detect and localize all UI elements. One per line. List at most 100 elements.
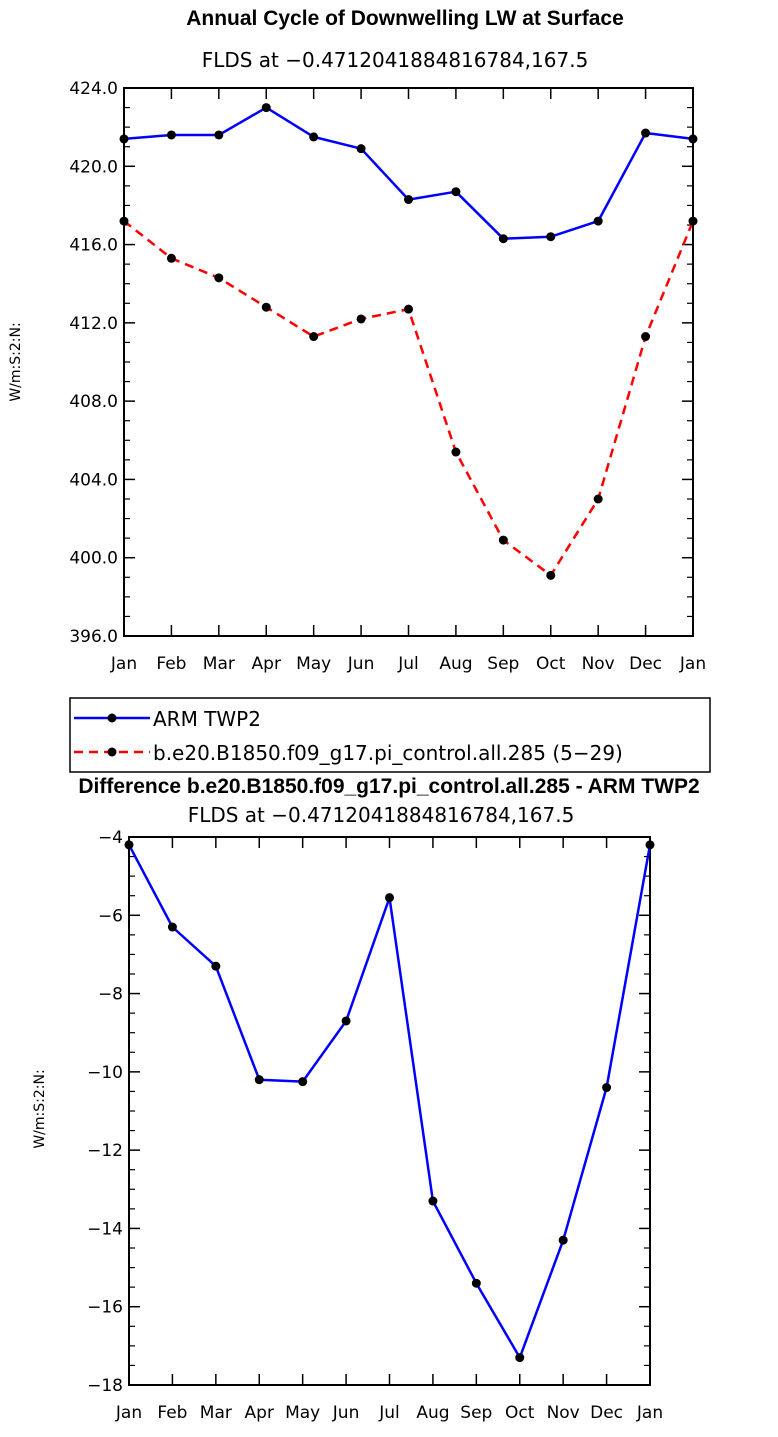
legend-marker-arm <box>107 713 117 723</box>
top-data-point <box>451 447 461 457</box>
bottom-y-tick-label: −8 <box>98 985 123 1005</box>
top-data-point <box>119 216 129 226</box>
bottom-y-tick-label: −6 <box>98 906 123 926</box>
bottom-y-ticks: −18 −16 −14 −12 −10 −8 −6 −4 <box>87 828 650 1396</box>
bottom-chart-subtitle: FLDS at −0.4712041884816784,167.5 <box>188 803 575 827</box>
bottom-x-tick-label: Mar <box>200 1403 232 1423</box>
top-y-tick-label: 400.0 <box>69 549 118 569</box>
top-plot-frame <box>123 87 694 637</box>
bottom-data-point <box>298 1077 308 1087</box>
top-data-point <box>451 187 461 197</box>
top-y-tick-label: 420.0 <box>69 157 118 177</box>
legend-marker-model <box>107 747 117 757</box>
top-x-tick-label: Oct <box>536 654 566 674</box>
bottom-x-tick-label: Jan <box>115 1403 142 1423</box>
bottom-y-tick-label: −4 <box>98 828 123 848</box>
bottom-x-tick-label: Jan <box>636 1403 663 1423</box>
top-data-point <box>404 304 413 314</box>
bottom-data-point <box>602 1083 612 1093</box>
top-chart-title: Annual Cycle of Downwelling LW at Surfac… <box>186 7 624 30</box>
top-data-point <box>166 130 176 140</box>
bottom-x-tick-label: Oct <box>505 1403 535 1423</box>
top-y-tick-label: 412.0 <box>69 314 118 334</box>
top-series-line-1 <box>123 220 695 577</box>
legend-box <box>69 697 711 773</box>
bottom-x-ticks: Jan Feb Mar Apr May Jun Jul Aug Sep Oct Nov Dec Jan <box>115 837 663 1423</box>
top-x-tick-label: May <box>296 654 331 674</box>
top-y-tick-label: 416.0 <box>69 236 118 256</box>
bottom-x-tick-label: Aug <box>416 1403 449 1423</box>
bottom-x-tick-label: Feb <box>157 1403 187 1423</box>
top-data-point <box>214 273 224 283</box>
bottom-data-point <box>515 1353 525 1363</box>
top-data-point <box>688 134 698 144</box>
top-chart: Annual Cycle of Downwelling LW at Surfac… <box>8 7 706 674</box>
bottom-data-point <box>645 840 655 850</box>
top-y-ticks: 396.0 400.0 404.0 408.0 412.0 416.0 420.0 424.0 <box>69 79 693 647</box>
top-x-tick-label: Jun <box>347 654 375 674</box>
top-x-tick-label: Jul <box>397 654 419 674</box>
bottom-data-point <box>471 1278 481 1288</box>
bottom-data-point <box>254 1075 264 1085</box>
bottom-data-point <box>428 1196 438 1206</box>
bottom-x-tick-label: Apr <box>245 1403 274 1423</box>
top-data-point <box>214 130 224 140</box>
legend-label-model: b.e20.B1850.f09_g17.pi_control.all.285 (… <box>153 741 623 765</box>
top-series-line-0 <box>123 106 694 240</box>
bottom-series-layer <box>124 840 655 1363</box>
bottom-x-tick-label: Dec <box>590 1403 623 1423</box>
bottom-y-tick-label: −10 <box>87 1063 123 1083</box>
top-y-tick-label: 404.0 <box>69 470 118 490</box>
top-data-point <box>546 570 556 580</box>
top-x-tick-label: Nov <box>582 654 615 674</box>
top-x-tick-label: Apr <box>252 654 281 674</box>
top-data-point <box>356 144 366 154</box>
top-data-point <box>309 332 319 342</box>
bottom-data-point <box>124 840 134 850</box>
bottom-y-tick-label: −16 <box>87 1298 123 1318</box>
bottom-chart-title: Difference b.e20.B1850.f09_g17.pi_contro… <box>78 775 699 798</box>
top-data-point <box>498 234 508 244</box>
top-data-point <box>593 216 603 226</box>
top-x-tick-label: Jan <box>679 654 706 674</box>
bottom-x-tick-label: Nov <box>547 1403 580 1423</box>
top-y-tick-label: 408.0 <box>69 392 118 412</box>
top-data-point <box>261 302 271 312</box>
top-data-point <box>309 132 319 142</box>
top-x-tick-label: Aug <box>439 654 472 674</box>
top-data-point <box>166 253 176 263</box>
bottom-x-tick-label: May <box>285 1403 320 1423</box>
bottom-chart: Difference b.e20.B1850.f09_g17.pi_contro… <box>32 775 700 1423</box>
bottom-data-point <box>341 1016 351 1026</box>
bottom-data-point <box>167 922 177 932</box>
bottom-data-point <box>211 961 221 971</box>
top-data-point <box>119 134 129 144</box>
bottom-data-point <box>558 1235 568 1245</box>
bottom-x-tick-label: Jun <box>332 1403 360 1423</box>
top-x-tick-label: Mar <box>203 654 235 674</box>
top-data-point <box>498 535 508 545</box>
top-data-point <box>593 494 603 504</box>
top-x-ticks: Jan Feb Mar Apr May Jun Jul Aug Sep Oct Nov Dec Jan <box>110 88 706 674</box>
top-y-tick-label: 396.0 <box>69 627 118 647</box>
legend: ARM TWP2 b.e20.B1850.f09_g17.pi_control.… <box>69 697 711 773</box>
bottom-y-axis-label: W/m:S:2:N: <box>32 1069 48 1148</box>
top-data-point <box>641 332 651 342</box>
top-x-tick-label: Sep <box>487 654 519 674</box>
top-y-tick-label: 424.0 <box>69 79 118 99</box>
top-chart-subtitle: FLDS at −0.4712041884816784,167.5 <box>202 48 589 72</box>
bottom-x-tick-label: Sep <box>460 1403 492 1423</box>
bottom-plot-frame <box>128 836 651 1386</box>
top-series-layer <box>119 103 698 580</box>
top-data-point <box>641 128 651 138</box>
top-x-tick-label: Feb <box>156 654 186 674</box>
top-y-axis-label: W/m:S:2:N: <box>8 322 24 401</box>
bottom-series-line-0 <box>127 844 652 1359</box>
top-data-point <box>261 103 271 113</box>
bottom-data-point <box>385 893 394 903</box>
top-data-point <box>546 232 556 242</box>
top-data-point <box>404 195 413 205</box>
bottom-x-tick-label: Jul <box>378 1403 400 1423</box>
top-x-tick-label: Jan <box>110 654 137 674</box>
